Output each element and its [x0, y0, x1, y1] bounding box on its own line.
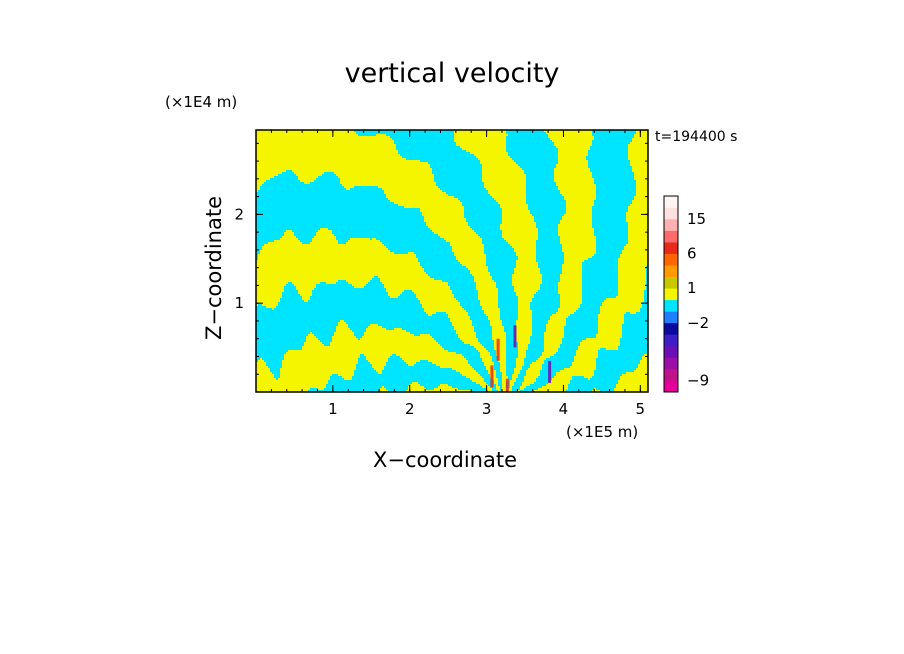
- colorbar-band: [664, 368, 678, 381]
- z-axis-unit: (×1E4 m): [165, 93, 238, 111]
- x-tick-label: 3: [482, 400, 492, 418]
- chart-title: vertical velocity: [344, 58, 560, 89]
- colorbar-band: [664, 322, 678, 335]
- colorbar-border: [663, 195, 679, 393]
- colorbar-band: [664, 299, 678, 312]
- colorbar-band: [664, 265, 678, 278]
- colorbar-band: [664, 196, 678, 208]
- velocity-streak: [505, 378, 509, 392]
- colorbar-band: [664, 357, 678, 370]
- velocity-streak: [496, 338, 500, 361]
- field-positive-regions: [256, 130, 648, 392]
- colorbar-band: [664, 380, 678, 393]
- x-tick-label: 5: [636, 400, 646, 418]
- colorbar-band: [664, 207, 678, 220]
- colorbar-tick-label: 15: [687, 210, 706, 228]
- colorbar-tick-label: 1: [687, 279, 697, 297]
- colorbar-tick-label: 6: [687, 245, 697, 263]
- colorbar-band: [664, 276, 678, 289]
- velocity-streak: [548, 360, 552, 383]
- y-tick-label: 1: [234, 294, 244, 312]
- colorbar-band: [664, 288, 678, 301]
- x-tick-label: 1: [328, 400, 338, 418]
- x-tick-label: 4: [559, 400, 569, 418]
- colorbar-band: [664, 334, 678, 347]
- colorbar-tick-label: −2: [687, 314, 709, 332]
- velocity-field: [256, 130, 648, 392]
- colorbar-band: [664, 253, 678, 266]
- x-axis-label: X−coordinate: [373, 448, 517, 472]
- colorbar-band: [664, 345, 678, 358]
- velocity-streak: [513, 325, 517, 348]
- plot-border: [255, 129, 649, 393]
- colorbar-band: [664, 219, 678, 231]
- colorbar-band: [664, 230, 678, 243]
- time-label: t=194400 s: [655, 129, 738, 145]
- x-axis-unit: (×1E5 m): [566, 423, 639, 441]
- colorbar-tick-label: −9: [687, 371, 709, 389]
- y-tick-label: 2: [234, 205, 244, 223]
- colorbar-band: [664, 311, 678, 324]
- colorbar: −9 −2 1 6 15: [663, 195, 709, 393]
- velocity-streak: [490, 365, 494, 388]
- plot-frame: 1 2 3 4 5 1 2: [234, 129, 649, 418]
- x-tick-label: 2: [405, 400, 415, 418]
- colorbar-band: [664, 242, 678, 254]
